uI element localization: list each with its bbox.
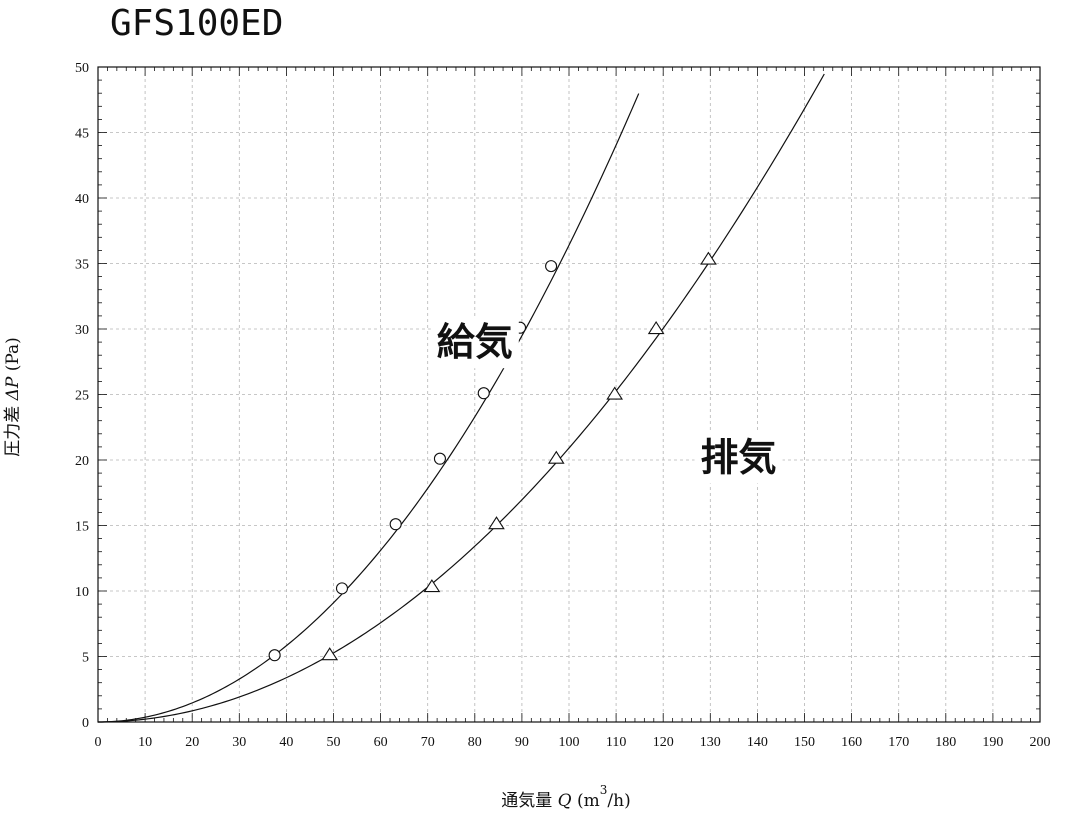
x-tick-label: 50 [327, 735, 341, 750]
y-tick-label: 50 [75, 61, 89, 76]
series-1-curve [97, 93, 640, 723]
y-tick-label: 35 [75, 258, 89, 273]
x-tick-label: 10 [138, 735, 152, 750]
x-tick-label: 80 [468, 735, 482, 750]
series-1-marker [433, 452, 446, 465]
x-tick-label: 40 [279, 735, 293, 750]
y-axis-label: 圧力差 ΔP (Pa) [3, 337, 23, 457]
y-tick-label: 30 [75, 323, 89, 338]
y-tick-label: 5 [82, 651, 89, 666]
series-2-label: 排気 [701, 435, 777, 479]
y-tick-label: 0 [82, 716, 89, 731]
series-2-marker [647, 320, 665, 335]
series-2-marker [488, 516, 505, 530]
series-1-marker [477, 387, 490, 400]
y-tick-label: 25 [75, 389, 89, 404]
y-tick-label: 15 [75, 520, 89, 535]
y-axis-unit: (Pa) [3, 337, 23, 376]
x-tick-labels: 0 10 20 30 40 50 60 70 80 90 100 110 120 130 140 150 160… [95, 735, 1051, 750]
series-2-marker [606, 386, 623, 400]
x-tick-label: 190 [982, 735, 1003, 750]
x-axis-label-prefix: 通気量 [501, 791, 557, 811]
series-1-marker [545, 260, 558, 273]
x-tick-label: 90 [515, 735, 529, 750]
x-tick-label: 60 [374, 735, 388, 750]
x-tick-label: 30 [232, 735, 246, 750]
x-tick-label: 170 [888, 735, 909, 750]
chart-title: GFS100ED [110, 3, 283, 44]
series-1-marker [389, 518, 402, 531]
data-markers [268, 251, 717, 662]
x-tick-label: 180 [935, 735, 956, 750]
x-tick-label: 150 [794, 735, 815, 750]
series-2-marker [547, 450, 565, 464]
fit-curves [97, 73, 825, 723]
x-axis-symbol: Q [558, 791, 572, 811]
x-axis-unit-end: /h) [607, 791, 630, 811]
x-tick-label: 0 [95, 735, 102, 750]
x-axis-label: 通気量 Q (m3/h) [501, 783, 630, 811]
x-tick-label: 100 [559, 735, 580, 750]
y-tick-label: 40 [75, 192, 89, 207]
x-tick-label: 140 [747, 735, 768, 750]
series-2-label-bg [694, 431, 783, 484]
series-2-marker [321, 647, 339, 661]
series-2-marker [700, 251, 717, 265]
x-tick-label: 120 [653, 735, 674, 750]
x-tick-label: 160 [841, 735, 862, 750]
series-1-marker [268, 649, 281, 662]
y-tick-labels: 0 5 10 15 20 25 30 35 40 45 50 [75, 61, 89, 731]
y-axis-label-prefix: 圧力差 [3, 400, 23, 456]
x-axis-unit-superscript: 3 [600, 783, 608, 797]
x-tick-label: 70 [421, 735, 435, 750]
series-2-marker [423, 579, 441, 593]
x-tick-label: 130 [700, 735, 721, 750]
x-tick-label: 200 [1030, 735, 1051, 750]
x-axis-unit: (m [572, 791, 600, 811]
y-tick-label: 20 [75, 454, 89, 469]
y-tick-label: 45 [75, 127, 89, 142]
y-axis-symbol: ΔP [3, 376, 23, 401]
x-tick-label: 110 [606, 735, 626, 750]
series-1-marker [335, 582, 349, 595]
y-tick-label: 10 [75, 585, 89, 600]
series-1-label: 給気 [437, 320, 513, 364]
chart-grid [98, 67, 1040, 722]
x-tick-label: 20 [185, 735, 199, 750]
series-2-curve [97, 73, 825, 723]
series-1-label-bg [430, 316, 519, 369]
tick-marks [97, 66, 1041, 723]
